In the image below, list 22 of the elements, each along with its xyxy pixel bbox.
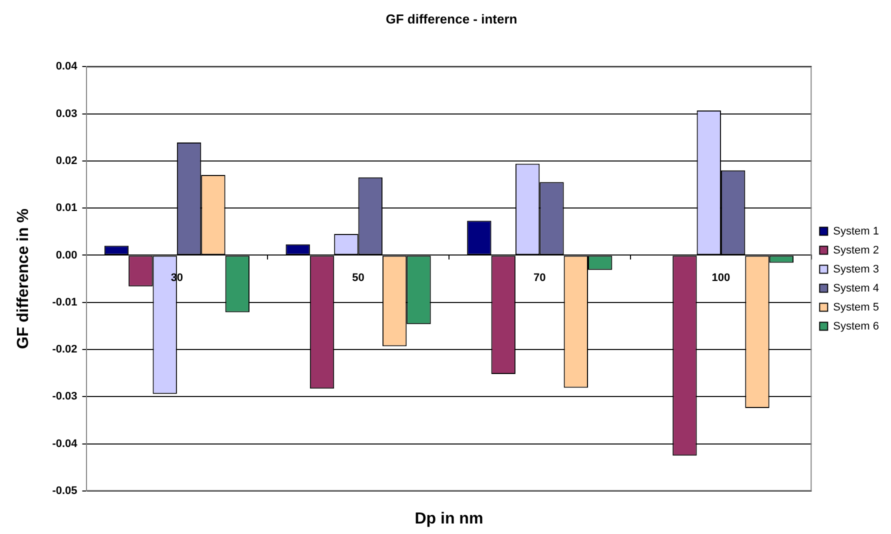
y-tick-label: -0.01	[52, 296, 78, 308]
x-tick-label: 70	[534, 272, 546, 284]
legend-label: System 5	[833, 301, 880, 314]
y-tick-label: -0.03	[52, 390, 78, 403]
y-tick-label: 0.00	[56, 249, 78, 262]
y-axis-title: GF difference in %	[15, 208, 32, 350]
legend-label: System 6	[833, 320, 880, 332]
legend-label: System 2	[833, 244, 880, 256]
y-tick-label: 0.02	[56, 154, 78, 167]
legend-label: System 1	[833, 225, 880, 238]
x-axis-title: Dp in nm	[414, 510, 484, 528]
chart-title: GF difference - intern	[386, 11, 518, 26]
y-tick-label: 0.04	[56, 60, 78, 73]
x-tick-label: 50	[352, 272, 364, 284]
x-tick-label: 100	[712, 272, 730, 284]
y-tick-label: 0.01	[56, 202, 78, 214]
y-tick-label: -0.04	[52, 438, 78, 450]
legend-label: System 3	[833, 263, 880, 276]
y-tick-label: 0.03	[56, 108, 78, 120]
y-tick-label: -0.02	[52, 344, 78, 356]
y-tick-label: -0.05	[52, 485, 78, 498]
legend-label: System 4	[833, 282, 880, 294]
